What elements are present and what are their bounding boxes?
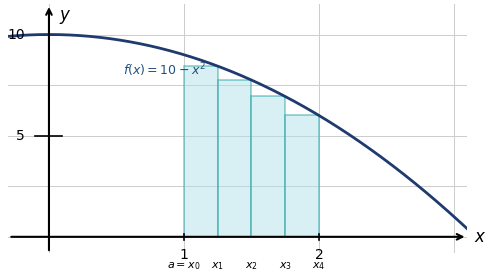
Text: 5: 5 — [16, 129, 25, 143]
Text: $x_4$: $x_4$ — [312, 260, 326, 272]
Text: y: y — [60, 6, 70, 24]
Text: $x_1$: $x_1$ — [211, 260, 224, 272]
Text: 1: 1 — [180, 248, 188, 262]
Text: 10: 10 — [7, 28, 25, 42]
Bar — [285, 116, 319, 237]
Text: $f(x) = 10 - x^2$: $f(x) = 10 - x^2$ — [123, 61, 206, 79]
Bar — [218, 80, 251, 237]
Bar — [251, 97, 285, 237]
Text: 2: 2 — [315, 248, 323, 262]
Bar — [184, 66, 218, 237]
Text: $x_2$: $x_2$ — [245, 260, 258, 272]
Text: $x_3$: $x_3$ — [279, 260, 292, 272]
Text: x: x — [474, 228, 484, 246]
Text: $a = x_0$: $a = x_0$ — [167, 260, 201, 272]
